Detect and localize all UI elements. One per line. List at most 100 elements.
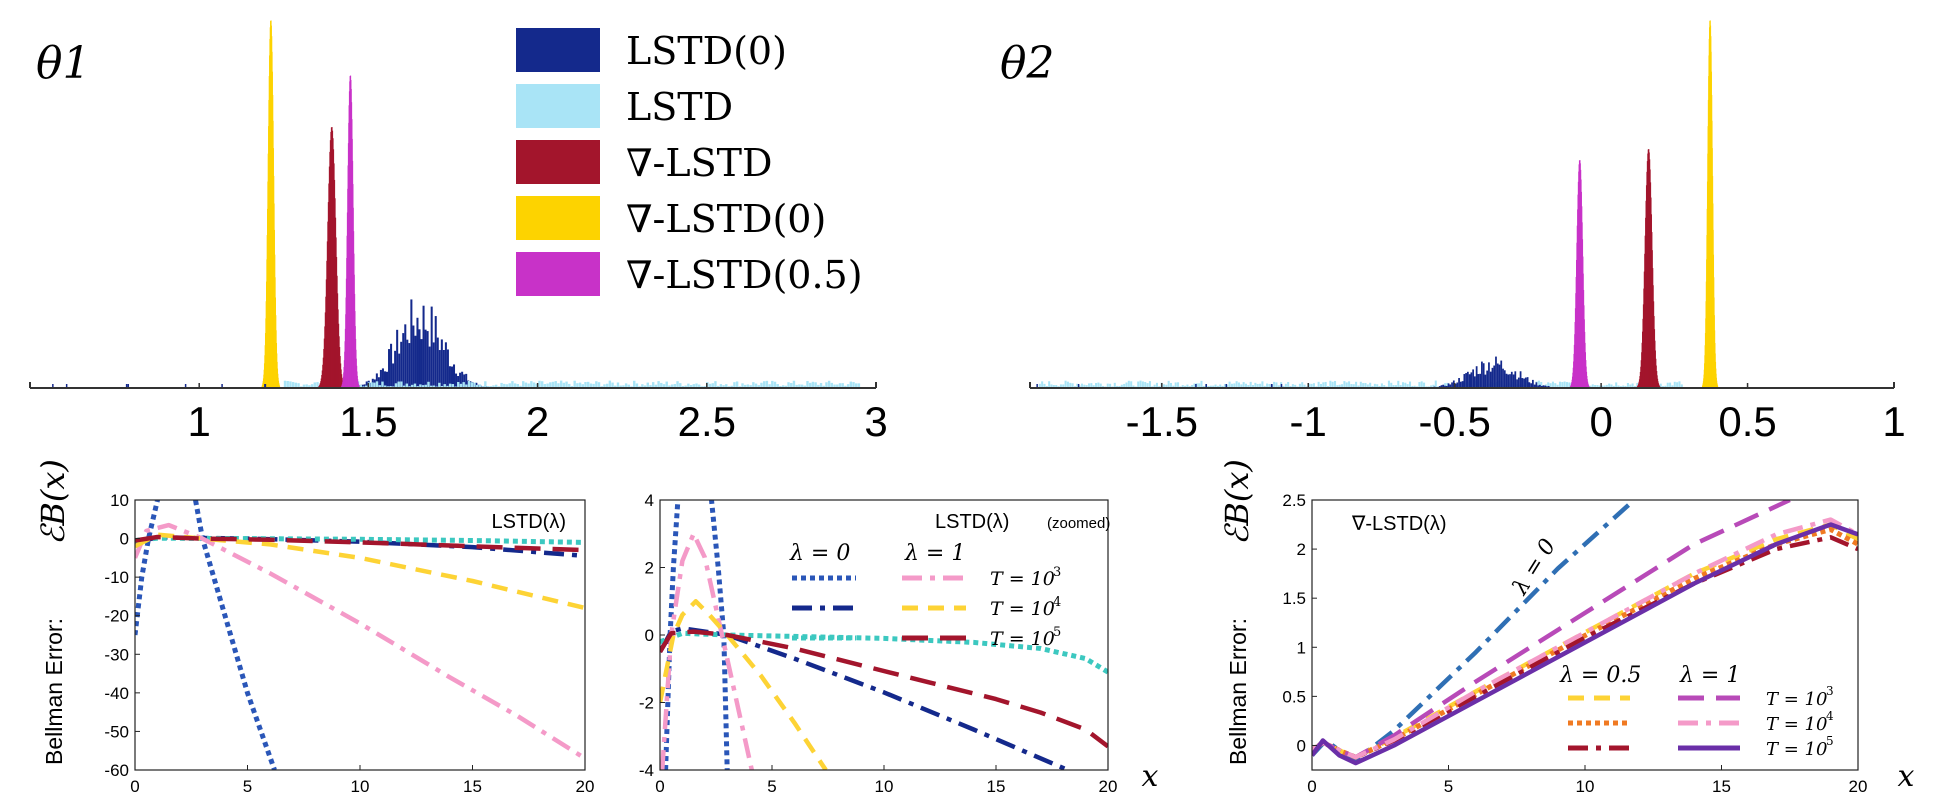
histogram-bar <box>1226 384 1229 388</box>
legend-swatch <box>516 140 600 184</box>
histogram-bar <box>375 373 378 388</box>
histogram-bar <box>592 383 595 388</box>
histogram-bar <box>444 342 447 388</box>
series-line <box>660 629 1108 749</box>
histogram-bar <box>365 381 368 388</box>
histogram-bar <box>654 384 658 388</box>
histogram-bar <box>1535 382 1538 388</box>
y-tick-label: -40 <box>104 684 129 703</box>
histogram-bar <box>1282 385 1285 388</box>
histogram-bar <box>1280 384 1283 388</box>
histogram-bar <box>1298 383 1301 388</box>
histogram-bar <box>1270 384 1273 388</box>
histogram-bar <box>1195 384 1197 388</box>
histogram-bar <box>430 306 433 388</box>
histogram-bar <box>708 383 712 388</box>
histogram-bar <box>1530 383 1532 388</box>
histogram-legend: LSTD(0) LSTD ∇-LSTD ∇-LSTD(0) ∇-LSTD(0.5) <box>516 28 863 297</box>
histogram-bar <box>1495 356 1497 388</box>
histogram-bar <box>619 385 622 388</box>
histogram-bar <box>1097 382 1100 388</box>
histogram-bar <box>1406 384 1409 388</box>
histogram-bar <box>611 382 614 388</box>
histogram-bar <box>461 371 464 388</box>
histogram-bar <box>1505 373 1508 388</box>
histogram-bar <box>1191 384 1194 388</box>
histogram-bar <box>442 349 445 388</box>
y-tick-label: 2.5 <box>1282 491 1306 510</box>
grad-lstd-bellman-error-chart: 0 5 10 15 20 2.5 2 1.5 1 0.5 0 ∇-LSTD(λ) Bellman Err… <box>1218 459 1915 796</box>
histogram-bar <box>1392 385 1395 388</box>
histogram-bar <box>673 384 677 388</box>
histogram-bar <box>1596 385 1599 388</box>
histogram-bar <box>463 374 466 388</box>
histogram-bar <box>1673 381 1676 388</box>
legend-row-label: T = 10 <box>990 628 1055 650</box>
histogram-bar <box>695 383 698 388</box>
histogram-bar <box>744 384 747 388</box>
histogram-bar <box>1219 384 1222 388</box>
series-line <box>135 500 277 770</box>
histogram-bar <box>457 382 460 388</box>
histogram-bar <box>1376 384 1379 388</box>
histogram-bar <box>1352 384 1355 388</box>
histogram-bar <box>817 384 820 388</box>
legend-row-label: T = 10 <box>1766 739 1827 760</box>
histogram-bar <box>1249 381 1252 388</box>
histogram-bar <box>418 329 421 388</box>
histogram-bar <box>1556 384 1559 388</box>
histogram-bar <box>1366 384 1369 388</box>
legend-swatch <box>516 28 600 72</box>
histogram-bar <box>1130 381 1133 388</box>
histogram-bar <box>1549 383 1552 388</box>
histogram-bar <box>1664 385 1667 388</box>
histogram-bar <box>538 380 541 388</box>
histogram-bar <box>1308 383 1311 388</box>
histogram-bar <box>1364 382 1367 388</box>
histogram-bar <box>1202 385 1205 388</box>
histogram-bar <box>1524 377 1527 388</box>
histogram-bar <box>378 385 381 388</box>
histogram-bar <box>1408 381 1412 388</box>
legend-label: LSTD <box>626 85 733 129</box>
histogram-bar <box>465 373 468 388</box>
histogram-bar <box>1167 380 1170 388</box>
histogram-bar <box>1371 385 1374 388</box>
histogram-bar <box>660 382 663 388</box>
histogram-bar <box>310 384 314 388</box>
x-tick-label: 5 <box>767 777 776 796</box>
histogram-bar <box>1228 381 1231 388</box>
histogram-bar <box>1324 381 1327 388</box>
histogram-bar <box>1659 383 1662 388</box>
histogram-bar <box>1120 384 1123 388</box>
series-line <box>1312 522 1858 760</box>
x-tick-label: -1 <box>1290 398 1327 445</box>
histogram-bar <box>429 385 433 388</box>
histogram-bar <box>1331 381 1334 388</box>
histogram-bar <box>800 384 804 388</box>
histogram-bar <box>294 382 298 388</box>
histogram-bar <box>546 383 549 388</box>
histogram-bar <box>1561 382 1564 388</box>
histogram-bar <box>1489 371 1492 388</box>
histogram-bar <box>1610 384 1613 388</box>
histogram-bar <box>1716 385 1719 388</box>
histogram-bar <box>1563 381 1566 388</box>
histogram-bar <box>1526 377 1529 388</box>
histogram-bar <box>768 384 771 388</box>
histogram-bar <box>1537 385 1540 388</box>
histogram-bar <box>608 380 612 388</box>
histogram-bar <box>857 383 861 388</box>
histogram-bar <box>1205 384 1207 388</box>
y-tick-label: -30 <box>104 645 129 664</box>
histogram-bar <box>1432 384 1435 388</box>
histogram-bar <box>1294 384 1297 388</box>
histogram-bar <box>562 382 566 388</box>
histogram-bar <box>516 383 520 388</box>
histogram-bar <box>1123 383 1126 388</box>
histogram-bar <box>798 384 801 388</box>
histogram-bar <box>584 382 587 388</box>
histogram-bar <box>1516 379 1518 388</box>
histogram-bar <box>1357 385 1360 388</box>
